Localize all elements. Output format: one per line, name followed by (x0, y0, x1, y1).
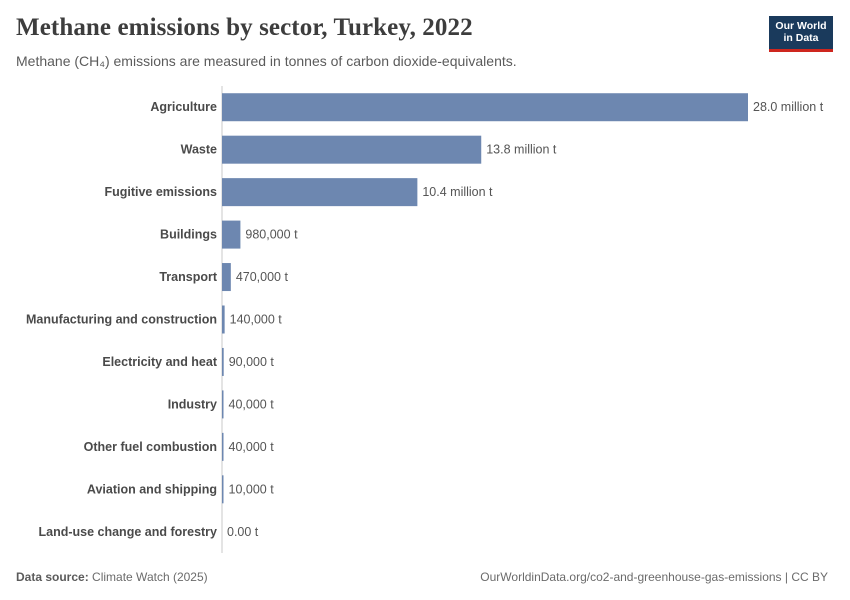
bar[interactable] (222, 305, 225, 334)
category-label: Other fuel combustion (84, 440, 217, 454)
category-label: Agriculture (150, 100, 217, 114)
value-label: 980,000 t (245, 228, 298, 242)
bar[interactable] (222, 390, 224, 419)
category-label: Buildings (160, 228, 217, 242)
value-label: 0.00 t (227, 525, 259, 539)
category-label: Fugitive emissions (104, 185, 217, 199)
bar[interactable] (222, 263, 231, 292)
bar[interactable] (222, 432, 224, 461)
bar[interactable] (222, 178, 418, 207)
value-label: 140,000 t (230, 313, 283, 327)
value-label: 40,000 t (229, 397, 275, 411)
value-label: 13.8 million t (486, 143, 557, 157)
category-label: Transport (159, 270, 217, 284)
category-label: Waste (181, 143, 217, 157)
owid-logo[interactable]: Our World in Data (769, 16, 833, 52)
value-label: 470,000 t (236, 270, 289, 284)
value-label: 10,000 t (229, 482, 275, 496)
bar[interactable] (222, 93, 748, 122)
chart-subtitle: Methane (CH₄) emissions are measured in … (16, 53, 517, 69)
category-label: Aviation and shipping (87, 482, 217, 496)
logo-line-1: Our World (775, 20, 827, 32)
category-label: Electricity and heat (102, 355, 217, 369)
data-source: Data source: Climate Watch (2025) (16, 570, 208, 584)
value-label: 90,000 t (229, 355, 275, 369)
bar[interactable] (222, 135, 482, 164)
logo-line-2: in Data (783, 31, 819, 44)
data-source-label: Data source: (16, 570, 89, 584)
data-source-value: Climate Watch (2025) (92, 570, 208, 584)
category-label: Manufacturing and construction (26, 313, 217, 327)
value-label: 40,000 t (229, 440, 275, 454)
bar[interactable] (222, 475, 224, 504)
category-label: Land-use change and forestry (38, 525, 217, 539)
bar[interactable] (222, 220, 241, 249)
bar-chart: Agriculture 28.0 million t Waste 13.8 milli… (26, 86, 824, 553)
value-label: 28.0 million t (753, 100, 824, 114)
category-label: Industry (168, 397, 217, 411)
value-label: 10.4 million t (422, 185, 493, 199)
source-url-license[interactable]: OurWorldinData.org/co2-and-greenhouse-ga… (480, 570, 828, 584)
bar[interactable] (222, 347, 224, 376)
chart-title: Methane emissions by sector, Turkey, 202… (16, 14, 473, 41)
